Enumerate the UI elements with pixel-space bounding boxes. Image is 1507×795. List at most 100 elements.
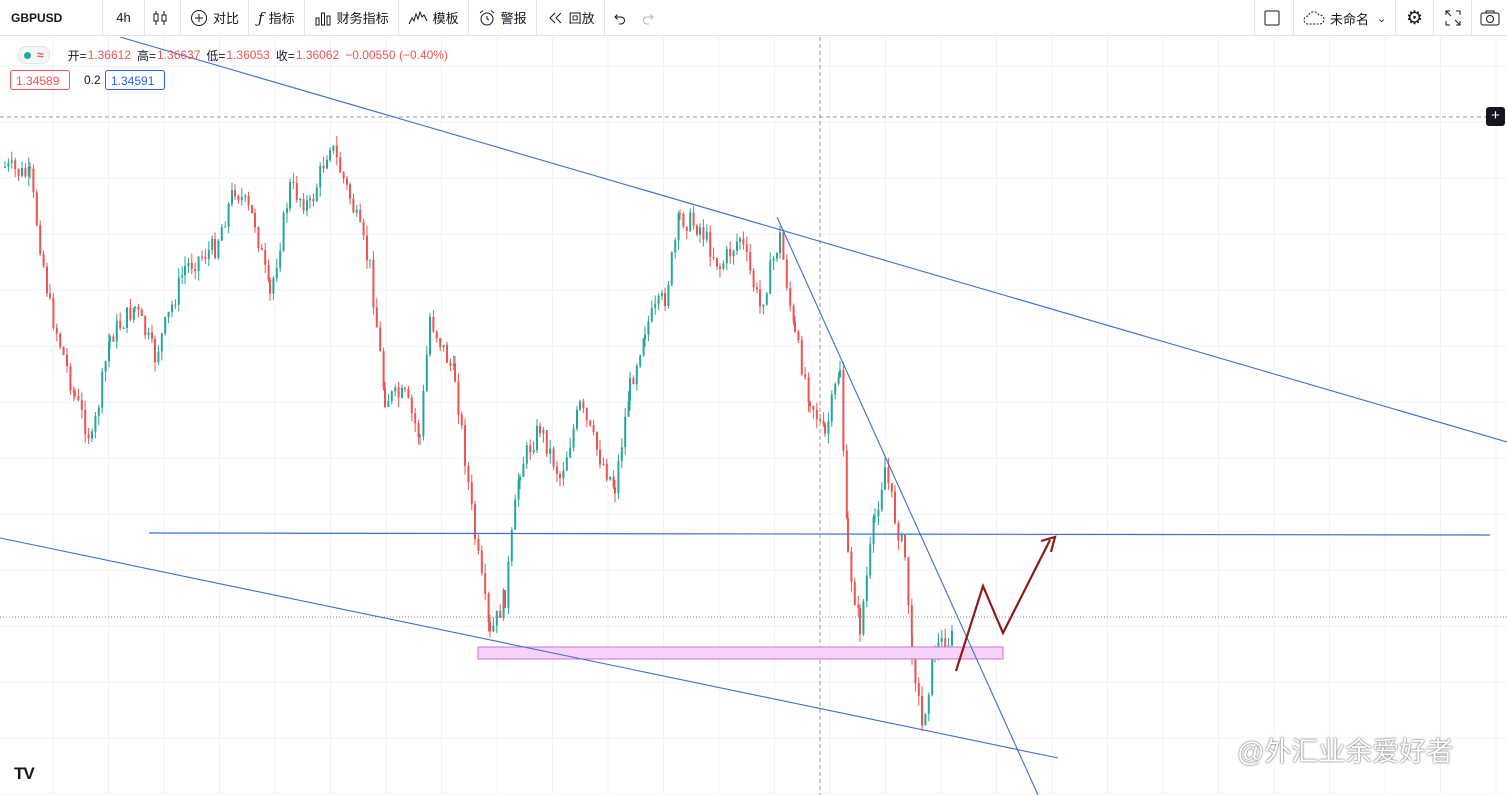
candle-body — [269, 279, 271, 294]
candle-body — [569, 447, 572, 458]
candle-body — [279, 250, 282, 269]
candle-body — [464, 425, 466, 466]
settings-button[interactable]: ⚙ — [1395, 0, 1433, 36]
support-zone[interactable] — [477, 646, 1004, 660]
candle-body — [319, 165, 322, 188]
candle-body — [924, 713, 927, 726]
candle-body — [517, 480, 520, 500]
candle-body — [72, 390, 75, 393]
high-label: 高= — [137, 48, 157, 63]
undo-button[interactable] — [605, 0, 635, 36]
wave-icon: ≈ — [37, 48, 44, 62]
drawings-group — [0, 37, 1507, 795]
candle-body — [55, 327, 58, 334]
candle-body — [785, 259, 788, 289]
candle-body — [74, 392, 76, 396]
rewind-icon — [546, 9, 564, 27]
candle-body — [335, 145, 338, 158]
candle-body — [689, 212, 692, 231]
candle-body — [224, 226, 227, 228]
candle-body — [762, 304, 765, 307]
upper-trendline[interactable] — [119, 37, 1507, 443]
candle-body — [705, 231, 708, 240]
candle-body — [549, 448, 552, 454]
buy-price-button[interactable]: 1.34591 — [105, 70, 165, 90]
select-layout-button[interactable] — [1254, 0, 1293, 36]
candle-body — [439, 338, 442, 348]
candle-body — [489, 622, 491, 632]
replay-button[interactable]: 回放 — [537, 0, 605, 36]
projection-arrow[interactable] — [954, 539, 1051, 672]
compare-button[interactable]: 对比 — [181, 0, 250, 36]
candle-body — [112, 336, 115, 342]
candle-body — [14, 160, 17, 170]
candle-body — [24, 167, 27, 177]
candle-body — [42, 253, 45, 267]
redo-button[interactable] — [635, 0, 665, 36]
candle-body — [247, 195, 250, 206]
candle-body — [834, 383, 837, 395]
candle-body — [129, 307, 132, 320]
gear-icon: ⚙ — [1405, 7, 1424, 29]
candle-body — [650, 307, 653, 322]
chart-type-button[interactable] — [145, 0, 181, 36]
candle-body — [201, 256, 203, 258]
candle-body — [837, 376, 840, 384]
steep-trendline[interactable] — [776, 216, 1039, 795]
candle-body — [10, 160, 13, 163]
add-plus-icon[interactable]: + — [1486, 107, 1505, 126]
candle-body — [140, 309, 143, 317]
candle-body — [677, 213, 680, 241]
candle-body — [326, 159, 328, 169]
alert-button[interactable]: 警报 — [469, 0, 537, 36]
candle-body — [452, 363, 455, 366]
legend-toggle[interactable]: ≈ — [18, 46, 50, 64]
candle-body — [87, 434, 90, 439]
open-value: 1.36612 — [87, 48, 131, 62]
candle-body — [272, 278, 275, 294]
indicators-label: 指标 — [268, 11, 295, 26]
financials-button[interactable]: 财务指标 — [305, 0, 399, 36]
indicators-button[interactable]: ƒ 指标 — [249, 0, 305, 36]
toolbar-right-group: 未命名 ⌄ ⚙ — [1254, 0, 1507, 36]
candle-body — [234, 190, 236, 196]
candle-body — [725, 248, 728, 264]
candle-body — [877, 509, 880, 517]
candle-body — [449, 362, 452, 366]
candle-body — [559, 473, 561, 479]
candle-body — [312, 198, 315, 202]
chart-grid — [0, 37, 1507, 795]
interval-button[interactable]: 4h — [103, 0, 145, 36]
candle-body — [756, 287, 758, 290]
lower-trendline[interactable] — [0, 537, 1059, 759]
candle-body — [644, 334, 646, 340]
candle-body — [207, 249, 210, 259]
price-chart[interactable] — [0, 37, 1507, 795]
candle-body — [759, 289, 761, 307]
snapshot-button[interactable] — [1471, 0, 1507, 36]
candle-body — [572, 428, 575, 448]
candle-body — [322, 165, 325, 169]
candle-body — [657, 295, 660, 304]
symbol-search-button[interactable]: GBPUSD — [0, 0, 103, 36]
candle-body — [119, 321, 122, 329]
candle-body — [419, 436, 421, 438]
candle-body — [164, 317, 167, 334]
candle-body — [240, 197, 243, 201]
candle-body — [602, 463, 605, 465]
templates-button[interactable]: 模板 — [399, 0, 469, 36]
candle-body — [605, 463, 608, 480]
candle-body — [429, 316, 431, 355]
resistance-line[interactable] — [148, 532, 1491, 536]
candle-body — [80, 400, 83, 410]
candle-body — [794, 321, 796, 332]
layout-name-button[interactable]: 未命名 ⌄ — [1293, 0, 1395, 36]
candle-body — [487, 594, 490, 623]
candle-body — [62, 347, 65, 355]
sell-price-button[interactable]: 1.34589 — [10, 70, 70, 90]
fullscreen-button[interactable] — [1433, 0, 1471, 36]
candle-body — [739, 238, 741, 242]
candle-body — [369, 259, 371, 261]
candle-body — [160, 333, 163, 352]
candle-body — [315, 187, 318, 202]
